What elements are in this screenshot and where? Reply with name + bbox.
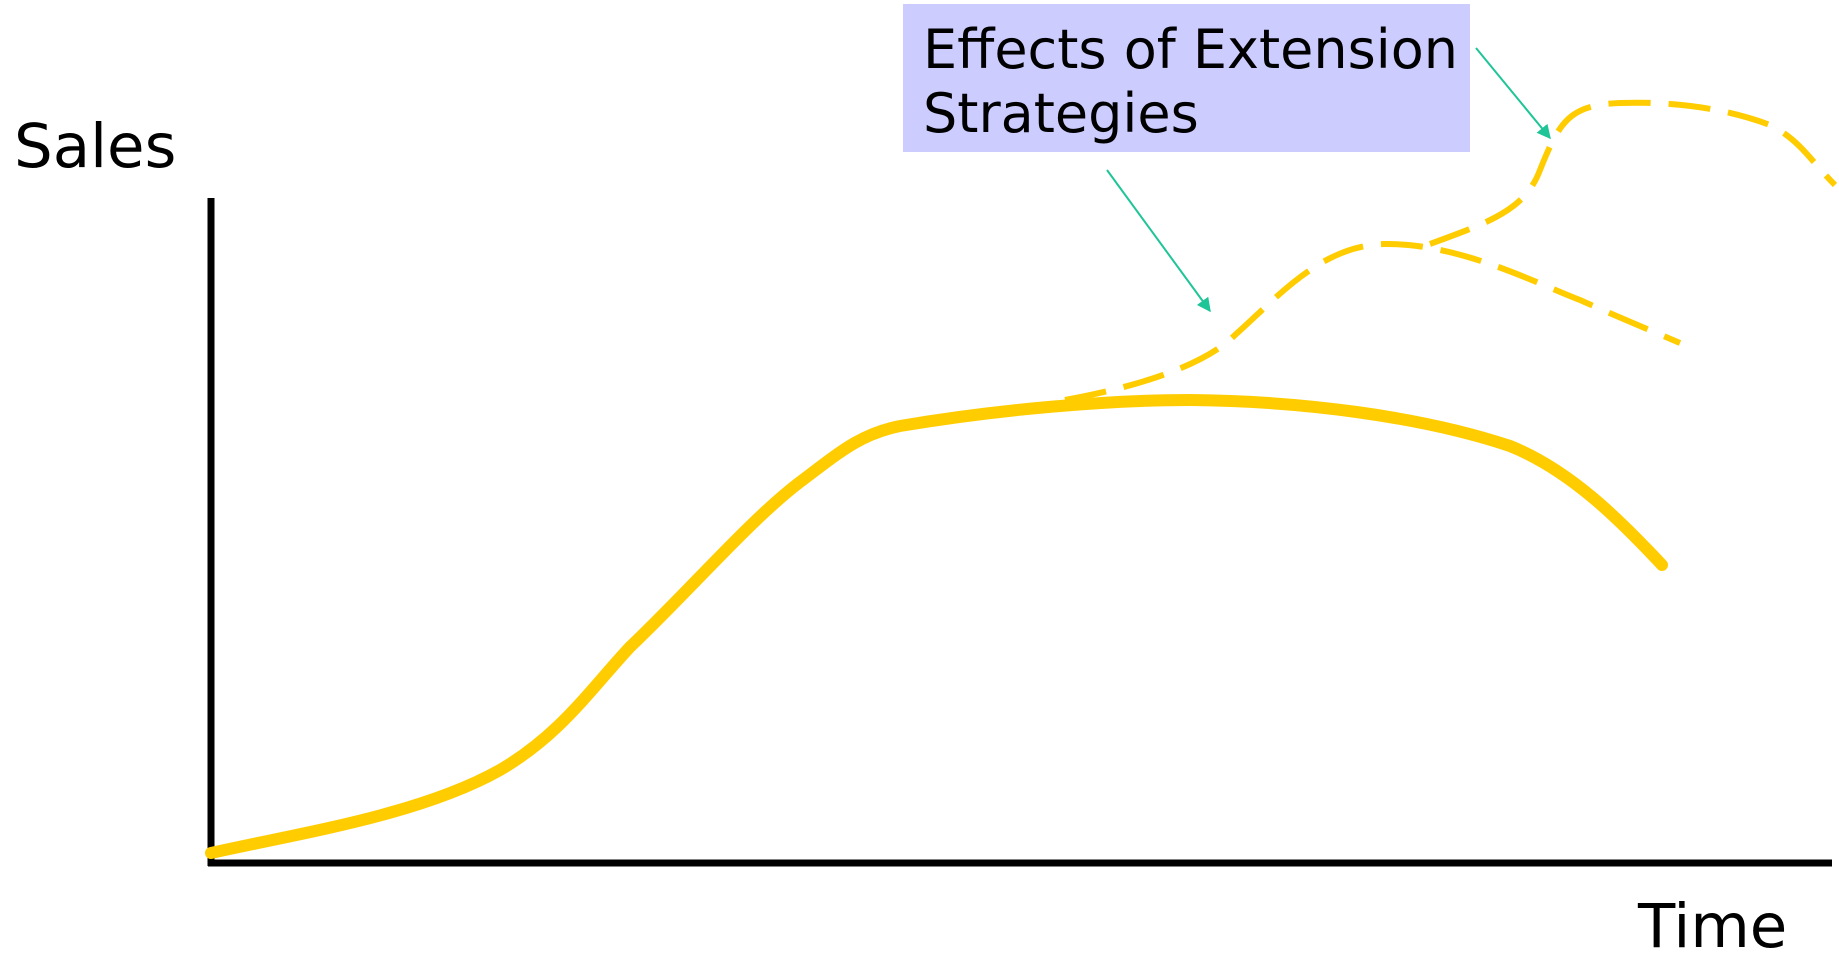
main-sales-curve bbox=[205, 393, 1668, 859]
y-axis-label: Sales bbox=[14, 111, 177, 182]
callout-line-1: Effects of Extension bbox=[923, 18, 1459, 81]
callout-label: Effects of Extension Strategies bbox=[903, 4, 1470, 152]
extension-curve-1 bbox=[1064, 240, 1682, 403]
callout-arrow-1 bbox=[1106, 169, 1211, 313]
callout-line-2: Strategies bbox=[923, 82, 1199, 145]
callout-box bbox=[903, 4, 1470, 152]
x-axis-label: Time bbox=[1638, 891, 1788, 962]
callout-arrow-2 bbox=[1475, 47, 1551, 140]
extension-curve-2 bbox=[1428, 99, 1838, 247]
